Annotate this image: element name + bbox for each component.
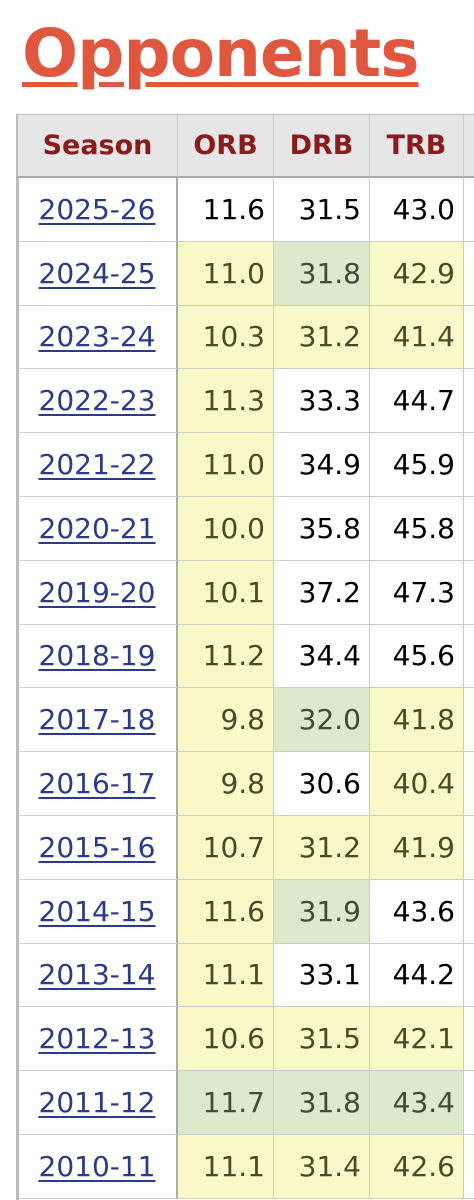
season-link[interactable]: 2015-16	[18, 816, 178, 880]
stat-cell: 34.9	[274, 433, 370, 497]
stat-cell: 31.8	[274, 241, 370, 306]
stat-cell: 40.4	[370, 752, 464, 816]
stat-cell	[464, 880, 474, 944]
season-link[interactable]: 2016-17	[18, 752, 178, 816]
stat-cell	[464, 1007, 474, 1072]
stat-cell: 11.6	[178, 879, 274, 944]
stat-cell: 45.6	[370, 624, 464, 689]
season-link[interactable]: 2023-24	[18, 305, 178, 370]
stat-cell	[464, 242, 474, 306]
season-link[interactable]: 2012-13	[18, 1007, 178, 1072]
season-link[interactable]: 2024-25	[18, 241, 178, 306]
stat-cell: 10.7	[178, 816, 274, 880]
stat-cell: 37.2	[274, 560, 370, 625]
stat-cell: 10.3	[178, 305, 274, 370]
stat-cell: 33.1	[274, 943, 370, 1008]
season-link[interactable]: 2021-22	[18, 433, 178, 497]
stat-cell: 43.6	[370, 879, 464, 944]
stat-cell: 31.2	[274, 816, 370, 880]
stat-cell: 11.0	[178, 241, 274, 306]
column-header: ORB	[178, 114, 274, 178]
season-link[interactable]: 2013-14	[18, 943, 178, 1008]
stat-cell: 42.9	[370, 241, 464, 306]
stat-cell	[464, 688, 474, 753]
stat-cell: 9.8	[178, 752, 274, 816]
stat-cell: 10.1	[178, 560, 274, 625]
stat-cell	[464, 369, 474, 434]
stat-cell: 45.8	[370, 497, 464, 561]
stat-cell: 11.6	[178, 178, 274, 242]
stat-cell: 43.4	[370, 1071, 464, 1135]
season-link[interactable]: 2017-18	[18, 688, 178, 753]
page-title: Opponents	[22, 15, 420, 92]
stat-cell	[464, 1135, 474, 1199]
stat-cell: 41.4	[370, 305, 464, 370]
stat-cell: 31.8	[274, 1071, 370, 1135]
stat-cell: 32.0	[274, 688, 370, 753]
stat-cell: 11.1	[178, 1135, 274, 1199]
stat-cell	[464, 433, 474, 497]
column-header	[464, 114, 474, 178]
stat-cell: 10.6	[178, 1007, 274, 1072]
season-link[interactable]: 2020-21	[18, 497, 178, 561]
stat-cell: 9.8	[178, 688, 274, 753]
stat-cell: 10.0	[178, 497, 274, 561]
stat-cell: 31.5	[274, 178, 370, 242]
stat-cell	[464, 561, 474, 625]
stat-cell: 11.3	[178, 369, 274, 434]
stat-cell: 11.0	[178, 433, 274, 497]
stat-cell: 30.6	[274, 752, 370, 816]
stat-cell: 31.4	[274, 1135, 370, 1199]
column-header: TRB	[370, 114, 464, 178]
stat-cell: 11.1	[178, 943, 274, 1008]
stat-cell	[464, 816, 474, 880]
column-header: DRB	[274, 114, 370, 178]
stat-cell: 42.6	[370, 1135, 464, 1199]
season-link[interactable]: 2014-15	[18, 879, 178, 944]
stat-cell: 31.9	[274, 879, 370, 944]
stat-cell	[464, 178, 474, 242]
stat-cell	[464, 306, 474, 370]
stat-cell: 11.7	[178, 1071, 274, 1135]
stat-cell: 43.0	[370, 178, 464, 242]
stat-cell: 31.5	[274, 1007, 370, 1072]
column-header: Season	[18, 114, 178, 178]
season-link[interactable]: 2019-20	[18, 560, 178, 625]
table-edge	[16, 114, 19, 1200]
stat-cell: 31.2	[274, 305, 370, 370]
stat-cell	[464, 944, 474, 1008]
stat-cell: 11.2	[178, 624, 274, 689]
stat-cell	[464, 497, 474, 561]
stat-cell: 42.1	[370, 1007, 464, 1072]
season-link[interactable]: 2010-11	[18, 1135, 178, 1199]
stat-cell	[464, 1071, 474, 1135]
stat-cell: 45.9	[370, 433, 464, 497]
stat-cell	[464, 625, 474, 689]
stat-cell: 41.8	[370, 688, 464, 753]
stat-cell: 44.7	[370, 369, 464, 434]
season-link[interactable]: 2011-12	[18, 1071, 178, 1135]
stat-cell: 35.8	[274, 497, 370, 561]
stat-cell: 33.3	[274, 369, 370, 434]
stat-cell: 34.4	[274, 624, 370, 689]
stat-cell: 44.2	[370, 943, 464, 1008]
stat-cell: 41.9	[370, 816, 464, 880]
stat-cell: 47.3	[370, 560, 464, 625]
stat-cell	[464, 752, 474, 816]
season-link[interactable]: 2025-26	[18, 178, 178, 242]
season-link[interactable]: 2022-23	[18, 369, 178, 434]
season-link[interactable]: 2018-19	[18, 624, 178, 689]
